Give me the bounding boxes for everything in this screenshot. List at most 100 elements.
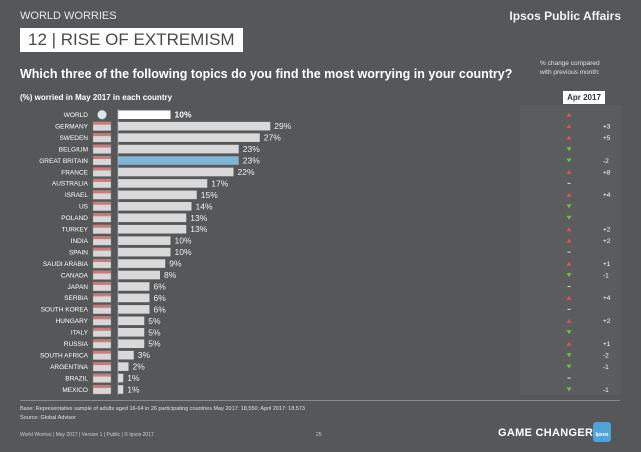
- up-arrow-icon: [566, 124, 572, 129]
- down-arrow-icon: [566, 158, 572, 163]
- change-label: -2: [603, 352, 609, 359]
- up-arrow-icon: [566, 192, 572, 197]
- brand-name: Ipsos Public Affairs: [509, 9, 621, 23]
- value-label: 10%: [175, 247, 192, 257]
- footer-divider: [20, 400, 620, 401]
- category-label: SERBIA: [64, 295, 89, 302]
- change-label: +1: [603, 341, 611, 348]
- bar: [118, 373, 124, 383]
- category-label: SWEDEN: [59, 135, 88, 142]
- base-note-line-1: Base: Representative sample of adults ag…: [20, 406, 305, 412]
- flag-italy-icon: [92, 327, 112, 337]
- flag-south-korea-icon: [92, 304, 112, 315]
- bar: [118, 293, 150, 303]
- value-label: 6%: [154, 293, 167, 303]
- no-change-icon: [567, 251, 571, 253]
- chart-row: RUSSIA 5% +1: [64, 339, 611, 349]
- flag-russia-icon: [92, 339, 112, 349]
- bar: [118, 247, 171, 257]
- bar: [118, 156, 239, 165]
- change-label: -2: [603, 158, 609, 165]
- flag-south-africa-icon: [92, 350, 112, 360]
- no-change-icon: [567, 182, 571, 185]
- category-label: CANADA: [61, 272, 89, 279]
- change-label: -1: [603, 387, 609, 394]
- category-label: ITALY: [71, 330, 89, 337]
- chart-row: ITALY 5%: [71, 327, 572, 337]
- value-label: 13%: [190, 213, 207, 223]
- value-label: 5%: [148, 339, 161, 349]
- value-label: 2%: [133, 362, 146, 372]
- value-label: 29%: [274, 121, 291, 131]
- category-label: MEXICO: [62, 387, 88, 394]
- logo-text: Ipsos: [595, 432, 609, 438]
- category-label: WORLD: [64, 112, 89, 119]
- category-label: AUSTRALIA: [52, 181, 89, 188]
- bar: [118, 362, 129, 371]
- bar: [118, 339, 145, 349]
- value-label: 1%: [127, 373, 140, 383]
- category-label: SAUDI ARABIA: [43, 261, 89, 268]
- category-label: ARGENTINA: [50, 364, 89, 371]
- value-label: 1%: [127, 385, 140, 395]
- value-label: 13%: [190, 224, 207, 234]
- bar: [118, 259, 166, 268]
- flag-great-britain-icon: [92, 155, 112, 166]
- bar: [118, 110, 171, 120]
- value-label: 5%: [148, 316, 161, 326]
- down-arrow-icon: [566, 273, 572, 278]
- chart-row: SWEDEN 27% +5: [59, 133, 610, 143]
- bar: [118, 179, 208, 188]
- no-change-icon: [567, 285, 571, 288]
- change-label: +8: [603, 169, 611, 176]
- chart-row: JAPAN 6%: [68, 281, 571, 291]
- base-note: Base: Representative sample of adults ag…: [20, 405, 305, 423]
- change-label: +2: [603, 318, 611, 325]
- down-arrow-icon: [566, 215, 572, 220]
- bar: [118, 224, 187, 234]
- chart-row: SAUDI ARABIA 9% +1: [43, 259, 611, 269]
- flag-france-icon: [92, 167, 112, 177]
- chart-row: ISRAEL 15% +4: [65, 190, 611, 200]
- flag-brazil-icon: [92, 373, 112, 383]
- ipsos-logo: [593, 422, 611, 442]
- question-text: Which three of the following topics do y…: [20, 67, 513, 81]
- page-number: 25: [316, 432, 322, 438]
- up-arrow-icon: [566, 169, 572, 174]
- flag-us-icon: [92, 201, 112, 212]
- chart-row: TURKEY 13% +2: [62, 224, 611, 234]
- flag-germany-icon: [92, 121, 112, 131]
- category-label: POLAND: [61, 215, 88, 222]
- bar: [118, 305, 150, 314]
- category-label: INDIA: [71, 238, 89, 245]
- category-label: SOUTH AFRICA: [40, 352, 89, 359]
- flag-argentina-icon: [92, 361, 112, 372]
- flag-belgium-icon: [92, 144, 112, 154]
- flag-israel-icon: [92, 190, 112, 200]
- down-arrow-icon: [566, 364, 572, 369]
- change-note: % change compared with previous month:: [540, 59, 630, 77]
- change-label: -1: [603, 364, 609, 371]
- bar: [118, 121, 271, 131]
- bar: [118, 327, 145, 337]
- down-arrow-icon: [566, 330, 572, 335]
- value-label: 27%: [264, 133, 281, 143]
- flag-india-icon: [92, 235, 112, 246]
- change-label: +3: [603, 123, 611, 130]
- value-label: 8%: [164, 270, 177, 280]
- chart-row: GREAT BRITAIN 23% -2: [39, 156, 609, 166]
- bar: [118, 270, 160, 280]
- up-arrow-icon: [566, 135, 572, 140]
- value-label: 10%: [175, 110, 192, 120]
- chart-row: MEXICO 1% -1: [62, 385, 609, 395]
- chart-row: SOUTH AFRICA 3% -2: [40, 350, 609, 360]
- bar: [118, 385, 124, 394]
- footer-info: World Worries | May 2017 | Version 1 | P…: [20, 432, 154, 438]
- change-label: +2: [603, 238, 611, 245]
- chart-row: AUSTRALIA 17%: [52, 178, 571, 188]
- category-label: US: [79, 204, 89, 211]
- chart-subtitle: (%) worried in May 2017 in each country: [20, 93, 173, 102]
- tagline: GAME CHANGERS: [498, 427, 601, 439]
- bar: [118, 316, 145, 326]
- value-label: 17%: [211, 178, 228, 188]
